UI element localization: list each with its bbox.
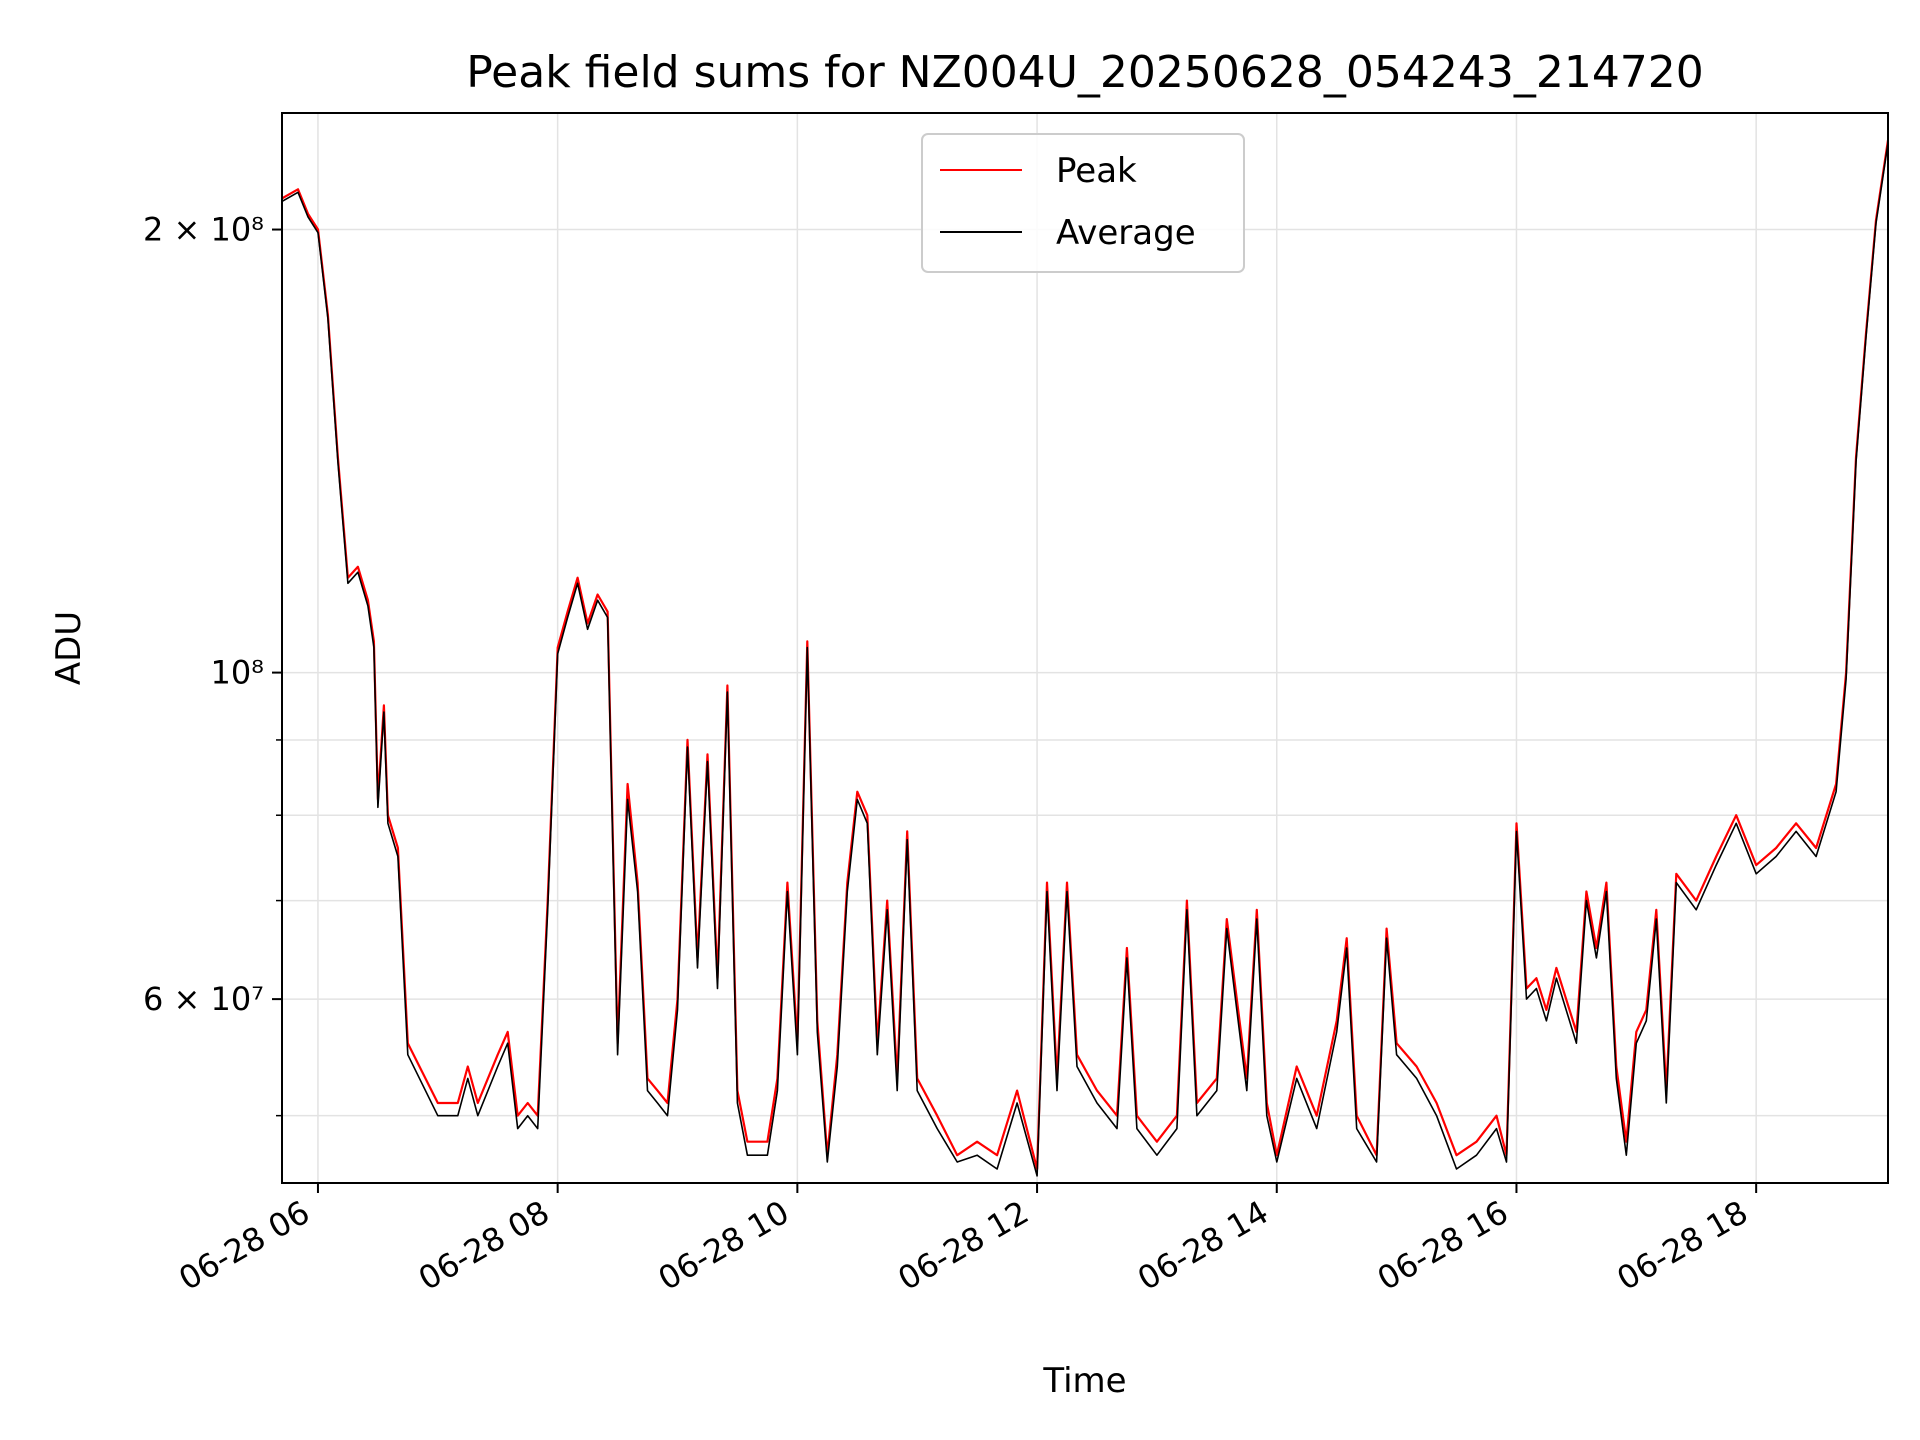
series-line-average xyxy=(282,142,1888,1177)
chart-title: Peak field sums for NZ004U_20250628_0542… xyxy=(466,47,1704,98)
x-axis-title: Time xyxy=(1042,1361,1126,1401)
y-tick-label: 2 × 10⁸ xyxy=(143,211,264,249)
grid xyxy=(282,113,1888,1183)
y-axis: 2 × 10⁸ 10⁸ 6 × 10⁷ xyxy=(143,211,282,1117)
legend: Peak Average xyxy=(921,133,1245,273)
legend-label: Peak xyxy=(1056,151,1137,191)
y-tick-label: 10⁸ xyxy=(210,654,264,692)
plot-frame xyxy=(281,112,1889,1184)
series-line-peak xyxy=(282,140,1888,1171)
legend-label: Average xyxy=(1056,213,1196,253)
series-layer xyxy=(282,140,1888,1177)
y-tick-label: 6 × 10⁷ xyxy=(143,980,264,1018)
y-axis-title: ADU xyxy=(49,611,89,685)
legend-box xyxy=(921,133,1245,273)
